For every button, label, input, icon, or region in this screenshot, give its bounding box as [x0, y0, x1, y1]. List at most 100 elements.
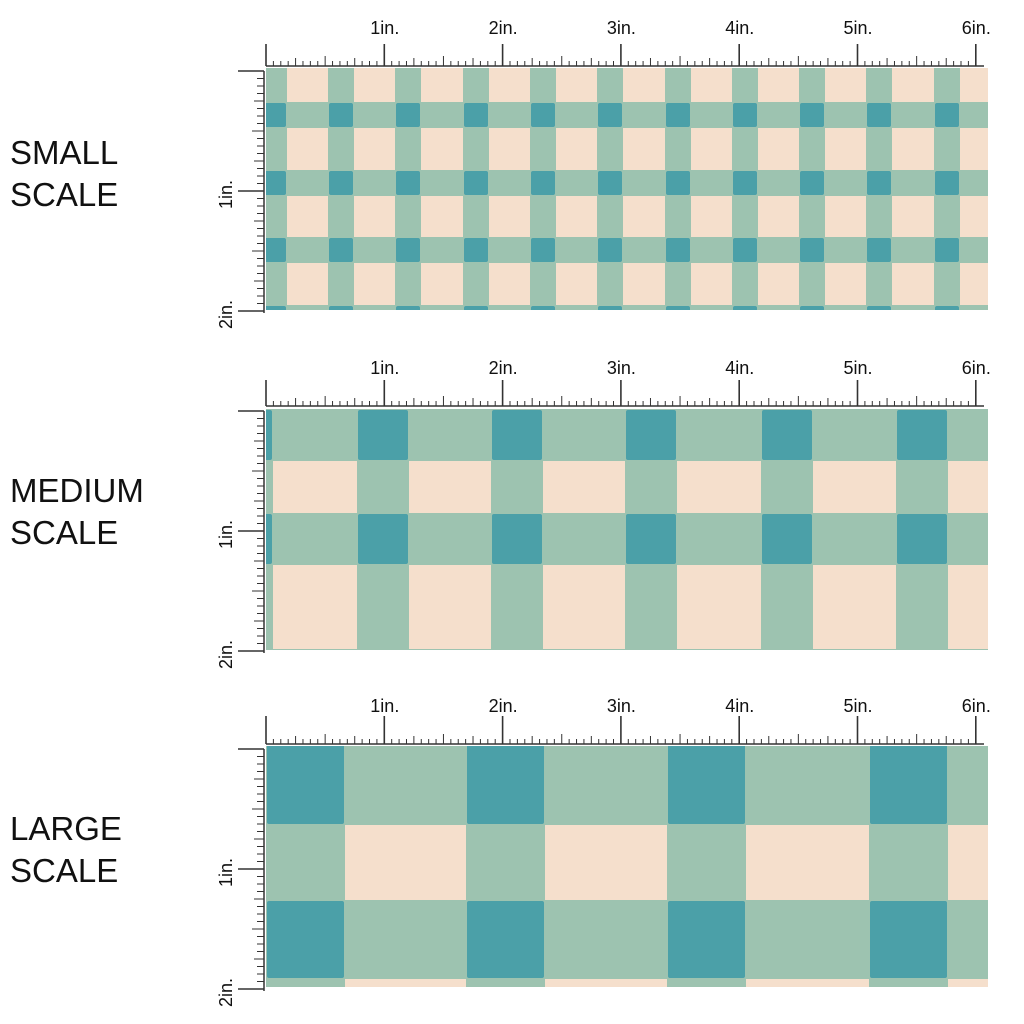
stripe-crossing — [464, 103, 488, 127]
stripe-crossing — [464, 238, 488, 262]
side-tick-label: 1in. — [216, 857, 236, 887]
stripe-crossing — [266, 238, 286, 262]
large-top-ruler: 1in. 2in. 3in. 4in. 5in. 6in. — [264, 690, 994, 746]
stripe-crossing — [358, 410, 408, 460]
stripe-crossing — [531, 171, 555, 195]
large-scale-label-line-1: LARGE — [10, 810, 122, 847]
medium-scale-label-line-1: MEDIUM — [10, 472, 144, 509]
stripe-crossing — [935, 238, 959, 262]
stripe-crossing — [935, 171, 959, 195]
stripe-crossing — [800, 103, 824, 127]
stripe-crossing — [762, 410, 812, 460]
horizontal-stripe — [266, 305, 988, 310]
top-tick-label: 5in. — [843, 358, 873, 378]
medium-scale-label-line-2: SCALE — [10, 514, 119, 551]
small-scale-label: SMALL SCALE — [10, 132, 118, 216]
small-scale-label-line-2: SCALE — [10, 176, 119, 213]
side-tick-label: 1in. — [216, 179, 236, 209]
stripe-crossing — [266, 103, 286, 127]
horizontal-stripe — [266, 900, 988, 979]
stripe-crossing — [867, 103, 891, 127]
side-tick-label: 2in. — [216, 639, 236, 669]
stripe-crossing — [666, 103, 690, 127]
stripe-crossing — [329, 103, 353, 127]
gingham-pattern — [266, 409, 988, 650]
stripe-crossing — [733, 103, 757, 127]
medium-scale-row: MEDIUM SCALE 1in. 2in. 3in. 4in. 5in. 6in. 1i… — [0, 340, 1024, 680]
stripe-crossing — [266, 171, 286, 195]
large-side-ruler: 1in. 2in. — [210, 746, 266, 1007]
top-tick-label: 6in. — [961, 358, 991, 378]
stripe-crossing — [329, 306, 353, 310]
stripe-crossing — [464, 306, 488, 310]
top-tick-label: 2in. — [488, 18, 518, 38]
small-scale-row: SMALL SCALE 1in. 2in. 3in. 4in. 5in. 6in. 1in… — [0, 0, 1024, 340]
stripe-crossing — [733, 171, 757, 195]
side-tick-label: 1in. — [216, 519, 236, 549]
top-tick-label: 4in. — [725, 358, 755, 378]
medium-side-ruler: 1in. 2in. — [210, 408, 266, 669]
large-scale-row: LARGE SCALE 1in. 2in. 3in. 4in. 5in. 6in. 1in… — [0, 680, 1024, 1020]
top-tick-label: 3in. — [606, 696, 636, 716]
side-ruler-ticks — [238, 410, 265, 653]
large-scale-label-line-2: SCALE — [10, 852, 119, 889]
small-gingham-swatch — [266, 68, 988, 310]
large-scale-label: LARGE SCALE — [10, 808, 122, 892]
small-side-ruler: 1in. 2in. — [210, 68, 266, 329]
stripe-crossing — [358, 514, 408, 564]
top-ruler-ticks — [265, 716, 984, 745]
stripe-crossing — [598, 238, 622, 262]
stripe-crossing — [267, 747, 344, 824]
stripe-crossing — [329, 238, 353, 262]
large-gingham-swatch — [266, 746, 988, 987]
stripe-crossing — [666, 171, 690, 195]
stripe-crossing — [870, 747, 947, 824]
stripe-crossing — [668, 901, 745, 978]
top-tick-label: 1in. — [370, 18, 400, 38]
top-tick-label: 6in. — [961, 18, 991, 38]
top-tick-label: 2in. — [488, 358, 518, 378]
stripe-crossing — [897, 410, 947, 460]
stripe-crossing — [897, 514, 947, 564]
top-ruler-ticks — [265, 380, 984, 407]
stripe-crossing — [666, 306, 690, 310]
stripe-crossing — [266, 306, 286, 310]
stripe-crossing — [935, 103, 959, 127]
side-ruler-ticks — [238, 748, 265, 991]
stripe-crossing — [800, 306, 824, 310]
stripe-crossing — [396, 306, 420, 310]
stripe-crossing — [396, 171, 420, 195]
top-tick-label: 1in. — [370, 358, 400, 378]
stripe-crossing — [668, 747, 745, 824]
stripe-crossing — [266, 410, 272, 460]
medium-top-ruler: 1in. 2in. 3in. 4in. 5in. 6in. — [264, 354, 994, 408]
medium-gingham-swatch — [266, 409, 988, 650]
stripe-crossing — [531, 103, 555, 127]
stripe-crossing — [329, 171, 353, 195]
stripe-crossing — [531, 306, 555, 310]
stripe-crossing — [267, 901, 344, 978]
stripe-crossing — [626, 410, 676, 460]
top-ruler-ticks — [265, 44, 984, 67]
side-tick-label: 2in. — [216, 299, 236, 329]
stripe-crossing — [266, 514, 272, 564]
stripe-crossing — [800, 171, 824, 195]
stripe-crossing — [598, 306, 622, 310]
horizontal-stripe — [266, 649, 988, 650]
top-tick-label: 2in. — [488, 696, 518, 716]
top-tick-label: 5in. — [843, 18, 873, 38]
stripe-crossing — [867, 171, 891, 195]
stripe-crossing — [733, 238, 757, 262]
stripe-crossing — [800, 238, 824, 262]
stripe-crossing — [867, 238, 891, 262]
stripe-crossing — [626, 514, 676, 564]
top-tick-label: 4in. — [725, 18, 755, 38]
top-tick-label: 3in. — [606, 18, 636, 38]
stripe-crossing — [870, 901, 947, 978]
stripe-crossing — [762, 514, 812, 564]
stripe-crossing — [467, 901, 544, 978]
small-scale-label-line-1: SMALL — [10, 134, 119, 171]
stripe-crossing — [598, 171, 622, 195]
stripe-crossing — [492, 514, 542, 564]
stripe-crossing — [467, 747, 544, 824]
